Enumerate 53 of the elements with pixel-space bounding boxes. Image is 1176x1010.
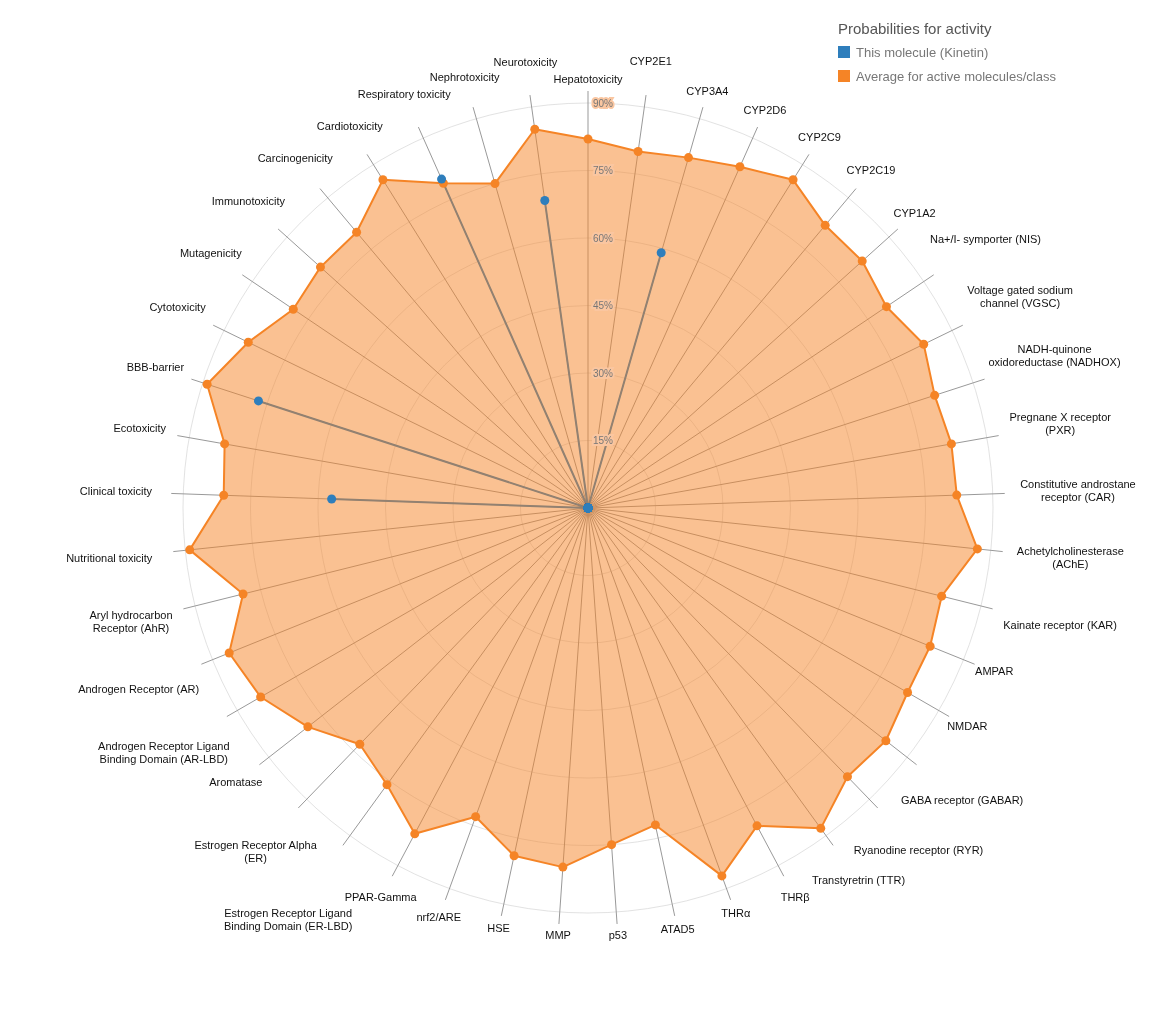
spoke-label: Androgen Receptor (AR): [78, 682, 200, 695]
spoke-label: p53: [608, 929, 628, 942]
spoke-label: Pregnane X receptor (PXR): [1009, 411, 1112, 437]
spoke-label: CYP2C19: [846, 164, 896, 176]
spoke-label: Neurotoxicity: [493, 55, 558, 68]
spoke-label: Achetylcholinesterase (AChE): [1016, 545, 1124, 571]
spoke-label: Carcinogenicity: [257, 152, 334, 165]
spoke-label: Ecotoxicity: [113, 422, 167, 435]
spoke-label: HSE: [487, 922, 510, 935]
spoke-label: Hepatotoxicity: [553, 72, 624, 85]
y-tick-label: 30%: [593, 367, 614, 379]
spoke-label: MMP: [545, 929, 571, 942]
y-tick-label: 60%: [593, 232, 614, 244]
spoke-label: Immunotoxicity: [211, 195, 286, 208]
spoke-label: Transtyretrin (TTR): [811, 873, 906, 886]
spoke-label: Androgen Receptor Ligand Binding Domain (AR-LBD): [98, 739, 230, 765]
spoke-label: Kainate receptor (KAR): [1003, 618, 1117, 631]
spoke-label: Ryanodine receptor (RYR): [853, 843, 984, 856]
spoke-label: Respiratory toxicity: [357, 88, 452, 101]
spoke-label: NMDAR: [947, 720, 988, 733]
spoke-label: CYP1A2: [893, 207, 936, 220]
spoke-label: CYP3A4: [686, 84, 729, 97]
spoke-label: Clinical toxicity: [79, 484, 153, 497]
spoke-label: Nutritional toxicity: [66, 551, 153, 564]
legend-label: This molecule (Kinetin): [856, 45, 989, 60]
spoke-label: Na+/I- symporter (NIS): [930, 233, 1041, 246]
spoke-label: Cardiotoxicity: [316, 120, 384, 133]
spoke-label: GABA receptor (GABAR): [901, 793, 1024, 806]
spoke-label: Cytotoxicity: [149, 301, 207, 314]
spoke-label: Estrogen Receptor Alpha (ER): [194, 838, 318, 864]
spoke-label: CYP2E1: [629, 54, 672, 67]
spoke-label: Nephrotoxicity: [429, 70, 500, 83]
spoke-label: THRβ: [780, 890, 810, 903]
spoke-label: BBB-barrier: [126, 360, 185, 373]
legend-title: Probabilities for activity: [838, 20, 992, 37]
spoke-label: ATAD5: [660, 923, 695, 936]
spoke-label: Constitutive androstane receptor (CAR): [1020, 477, 1136, 503]
y-tick-label: 45%: [593, 300, 614, 311]
spoke-label: Aromatase: [209, 776, 263, 789]
y-tick-label: 90%: [593, 97, 614, 109]
spoke-label: NADH-quinone oxidoreductase (NADHOX): [988, 343, 1121, 369]
spoke-label: CYP2D6: [743, 103, 787, 116]
spoke-label: CYP2C9: [798, 130, 841, 143]
spoke-label: Estrogen Receptor Ligand Binding Domain (ER-LBD): [223, 907, 353, 933]
spoke-label: AMPAR: [975, 665, 1014, 678]
spoke-label: nrf2/ARE: [416, 911, 462, 924]
spoke-label: Voltage gated sodium channel (VGSC): [967, 284, 1073, 310]
y-tick-label: 75%: [593, 165, 614, 176]
spoke-label: Mutagenicity: [179, 246, 243, 259]
legend-label: Average for active molecules/class: [856, 69, 1057, 84]
spoke-label: PPAR-Gamma: [344, 891, 418, 904]
spoke-label: THRα: [721, 907, 751, 920]
spoke-label: Aryl hydrocarbon Receptor (AhR): [89, 608, 173, 634]
